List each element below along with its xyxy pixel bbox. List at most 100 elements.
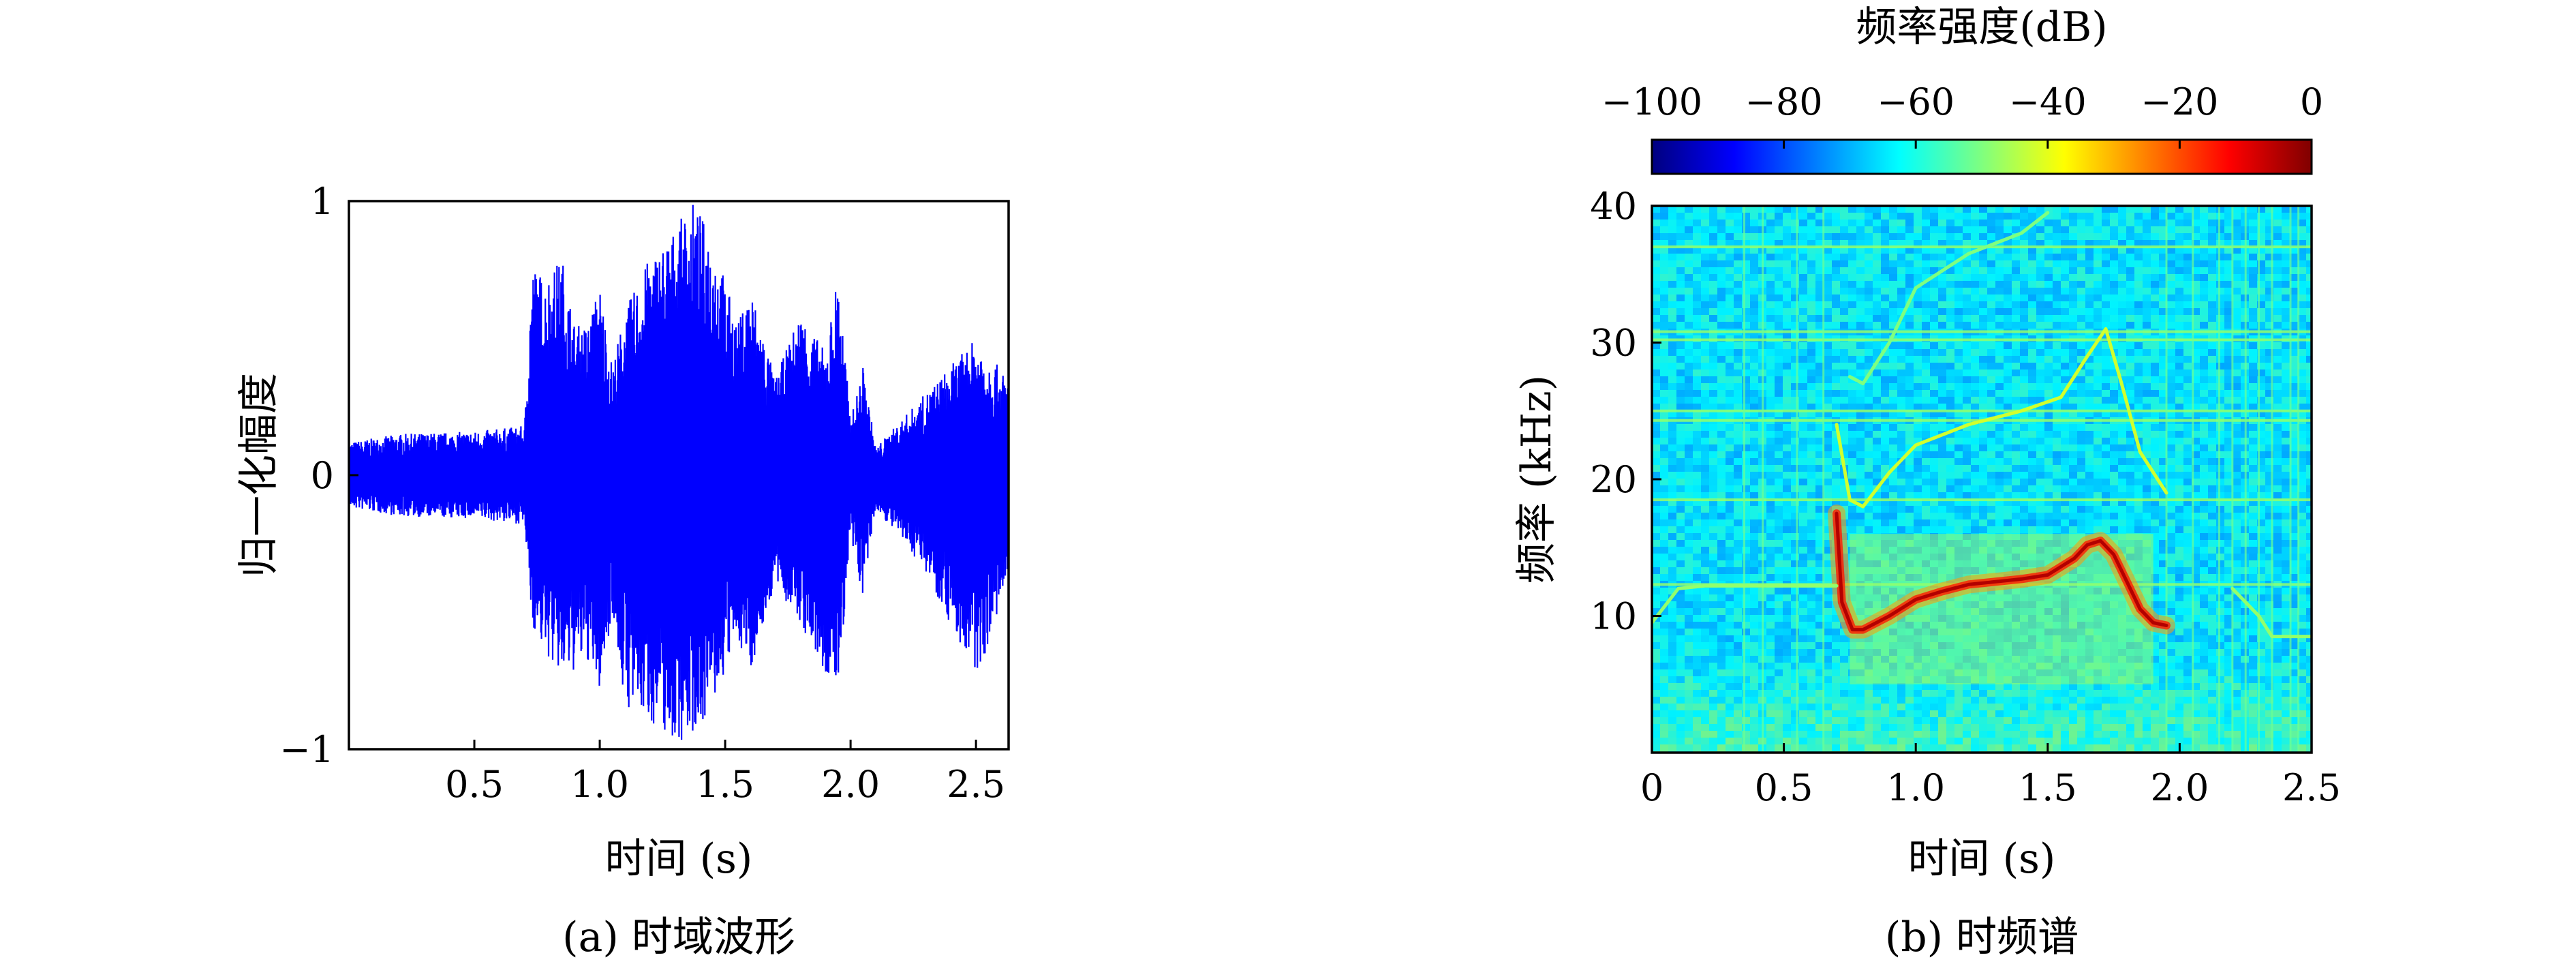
noise-cell	[1946, 233, 1954, 240]
noise-cell	[1914, 383, 1922, 390]
noise-cell	[1693, 349, 1701, 356]
noise-cell	[1717, 376, 1726, 383]
noise-cell	[1775, 233, 1783, 240]
noise-cell	[2143, 540, 2151, 547]
noise-cell	[1865, 274, 1873, 281]
noise-cell	[1709, 622, 1717, 629]
noise-cell	[2061, 574, 2069, 581]
noise-cell	[2298, 519, 2306, 526]
noise-cell	[2298, 267, 2306, 274]
noise-cell	[1750, 526, 1758, 533]
noise-cell	[2069, 226, 2077, 233]
noise-cell	[1668, 376, 1676, 383]
noise-cell	[2053, 485, 2061, 492]
noise-cell	[1717, 560, 1726, 567]
noise-cell	[1815, 472, 1824, 479]
noise-cell	[1815, 260, 1824, 267]
noise-cell	[1717, 363, 1726, 369]
noise-cell	[1881, 247, 1889, 254]
noise-cell	[1652, 349, 1660, 356]
noise-cell	[1954, 220, 1963, 226]
noise-cell	[2265, 404, 2273, 410]
noise-cell	[1824, 315, 1832, 322]
noise-cell	[1668, 260, 1676, 267]
noise-cell	[2208, 288, 2216, 295]
noise-cell	[2233, 594, 2241, 601]
noise-cell	[1840, 404, 1848, 410]
noise-cell	[2192, 240, 2200, 247]
noise-cell	[2036, 220, 2044, 226]
noise-cell	[1791, 588, 1799, 594]
noise-cell	[1856, 226, 1865, 233]
noise-cell	[2094, 356, 2102, 363]
noise-cell	[1856, 458, 1865, 465]
noise-cell	[2028, 315, 2036, 322]
noise-cell	[1717, 444, 1726, 451]
noise-cell	[2167, 438, 2175, 444]
noise-cell	[1865, 451, 1873, 458]
noise-cell	[2208, 376, 2216, 383]
noise-cell	[1668, 554, 1676, 560]
noise-cell	[1979, 267, 1987, 274]
noise-cell	[2208, 363, 2216, 369]
noise-cell	[1905, 390, 1914, 397]
noise-cell	[1963, 383, 1971, 390]
noise-cell	[2208, 499, 2216, 506]
noise-cell	[2159, 295, 2167, 301]
noise-cell	[1742, 206, 1750, 213]
noise-cell	[2094, 295, 2102, 301]
noise-cell	[1995, 540, 2004, 547]
noise-cell	[2143, 349, 2151, 356]
noise-cell	[1693, 322, 1701, 329]
noise-cell	[2257, 479, 2265, 485]
noise-cell	[1881, 383, 1889, 390]
noise-cell	[1881, 363, 1889, 369]
noise-cell	[2118, 315, 2126, 322]
noise-cell	[2036, 615, 2044, 622]
noise-cell	[1914, 608, 1922, 615]
noise-cell	[1660, 547, 1668, 554]
noise-cell	[1914, 254, 1922, 260]
noise-cell	[2192, 383, 2200, 390]
noise-cell	[1865, 383, 1873, 390]
noise-cell	[1987, 342, 1995, 349]
noise-cell	[1856, 547, 1865, 554]
noise-cell	[2249, 274, 2257, 281]
noise-cell	[2249, 206, 2257, 213]
noise-cell	[1660, 465, 1668, 472]
noise-cell	[1709, 479, 1717, 485]
noise-cell	[1897, 397, 1905, 404]
noise-cell	[2257, 492, 2265, 499]
noise-cell	[1995, 315, 2004, 322]
noise-cell	[2044, 240, 2053, 247]
noise-cell	[2216, 492, 2224, 499]
noise-cell	[2183, 608, 2192, 615]
noise-cell	[1881, 254, 1889, 260]
noise-cell	[2004, 485, 2012, 492]
noise-cell	[1726, 254, 1734, 260]
noise-cell	[1889, 554, 1897, 560]
noise-cell	[2077, 404, 2085, 410]
noise-cell	[2200, 533, 2208, 540]
noise-cell	[1660, 567, 1668, 574]
noise-cell	[2175, 588, 2183, 594]
noise-cell	[1840, 254, 1848, 260]
noise-cell	[1660, 295, 1668, 301]
noise-cell	[1750, 342, 1758, 349]
noise-cell	[2143, 533, 2151, 540]
noise-cell	[2216, 465, 2224, 472]
noise-cell	[2298, 431, 2306, 438]
noise-cell	[1889, 451, 1897, 458]
noise-cell	[1954, 533, 1963, 540]
noise-cell	[1881, 438, 1889, 444]
noise-cell	[2257, 356, 2265, 363]
noise-cell	[1881, 547, 1889, 554]
noise-cell	[2282, 554, 2290, 560]
noise-cell	[2126, 281, 2134, 288]
noise-cell	[1979, 526, 1987, 533]
noise-cell	[1856, 594, 1865, 601]
noise-cell	[2282, 560, 2290, 567]
noise-cell	[1750, 622, 1758, 629]
noise-cell	[2061, 267, 2069, 274]
noise-cell	[2249, 267, 2257, 274]
